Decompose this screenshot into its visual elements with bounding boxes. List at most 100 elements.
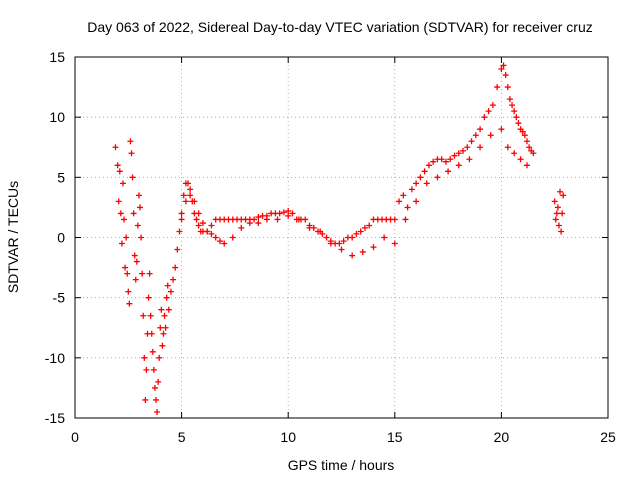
data-point-main: [127, 138, 134, 145]
data-point-tail: [552, 216, 559, 223]
data-point-main: [116, 168, 123, 175]
data-point-main: [115, 198, 122, 205]
data-point-lower: [402, 216, 409, 223]
data-point-main: [140, 312, 147, 319]
data-point-main: [523, 138, 530, 145]
data-point-main: [155, 378, 162, 385]
data-point-lower: [455, 162, 462, 169]
data-point-tail: [554, 204, 561, 211]
data-point-main: [149, 348, 156, 355]
data-point-tail: [551, 198, 558, 205]
data-point-lower: [498, 126, 505, 133]
data-point-main: [504, 84, 511, 91]
data-point-main: [276, 210, 283, 217]
data-point-main: [138, 234, 145, 241]
data-point-main: [413, 180, 420, 187]
data-point-main: [404, 204, 411, 211]
data-point-main: [184, 180, 191, 187]
data-point-main: [500, 62, 507, 69]
data-point-main: [513, 114, 520, 121]
axis-ticks: [74, 56, 609, 419]
data-point-main: [180, 192, 187, 199]
data-point-main: [129, 174, 136, 181]
x-tick-label: 20: [494, 429, 510, 445]
data-point-lower: [327, 240, 334, 247]
data-point-main: [451, 152, 458, 159]
data-point-lower: [466, 156, 473, 163]
data-point-main: [366, 222, 373, 229]
data-point-main: [464, 144, 471, 151]
data-point-lower: [263, 216, 270, 223]
data-point-lower: [195, 210, 202, 217]
data-point-main: [135, 192, 142, 199]
data-point-main: [143, 366, 150, 373]
data-point-main: [154, 408, 161, 415]
data-point-main: [176, 228, 183, 235]
x-axis-label: GPS time / hours: [288, 457, 395, 473]
data-point-main: [353, 230, 360, 237]
plot-frame: [74, 56, 609, 419]
y-tick-label: -10: [45, 350, 65, 366]
data-point-main: [164, 282, 171, 289]
x-tick-label: 5: [178, 429, 186, 445]
data-point-lower: [238, 224, 245, 231]
data-point-lower: [208, 230, 215, 237]
data-point-main: [137, 204, 144, 211]
data-point-main: [255, 214, 262, 221]
y-tick-label: 5: [57, 169, 65, 185]
data-point-main: [159, 342, 166, 349]
data-point-lower: [477, 144, 484, 151]
data-point-lower: [523, 162, 530, 169]
data-point-main: [425, 162, 432, 169]
data-point-main: [142, 396, 149, 403]
data-point-main: [124, 270, 131, 277]
data-point-lower: [349, 252, 356, 259]
data-point-main: [163, 294, 170, 301]
data-point-lower: [285, 212, 292, 219]
data-point-main: [146, 270, 153, 277]
data-point-lower: [246, 220, 253, 227]
data-point-main: [519, 128, 526, 135]
data-point-main: [323, 234, 330, 241]
data-point-main: [502, 72, 509, 79]
data-points: [112, 62, 567, 415]
data-point-main: [147, 312, 154, 319]
data-point-tail: [560, 192, 567, 199]
data-point-main: [208, 222, 215, 229]
data-point-main: [126, 300, 133, 307]
data-point-main: [526, 144, 533, 151]
data-point-tail: [557, 188, 564, 195]
data-point-lower: [178, 216, 185, 223]
data-point-main: [121, 216, 128, 223]
y-tick-label: 0: [57, 230, 65, 246]
data-point-main: [187, 186, 194, 193]
data-point-main: [174, 246, 181, 253]
data-point-main: [128, 150, 135, 157]
y-tick-label: -5: [53, 290, 66, 306]
y-axis-label: SDTVAR / TECUs: [5, 181, 21, 293]
data-point-main: [167, 288, 174, 295]
data-point-lower: [191, 198, 198, 205]
data-point-main: [361, 224, 368, 231]
data-point-main: [391, 216, 398, 223]
data-point-main: [430, 158, 437, 165]
y-tick-label: 15: [49, 49, 65, 65]
data-point-lower: [413, 198, 420, 205]
data-point-lower: [274, 216, 281, 223]
data-point-lower: [306, 224, 313, 231]
data-point-main: [162, 324, 169, 331]
data-point-main: [156, 354, 163, 361]
data-point-lower: [511, 150, 518, 157]
data-point-main: [134, 222, 141, 229]
data-point-main: [408, 186, 415, 193]
data-point-main: [447, 156, 454, 163]
data-point-main: [511, 108, 518, 115]
data-point-main: [118, 240, 125, 247]
data-point-main: [145, 294, 152, 301]
data-point-lower: [182, 198, 189, 205]
data-point-main: [349, 234, 356, 241]
data-point-lower: [199, 220, 206, 227]
data-point-main: [421, 168, 428, 175]
data-point-tail: [558, 228, 565, 235]
